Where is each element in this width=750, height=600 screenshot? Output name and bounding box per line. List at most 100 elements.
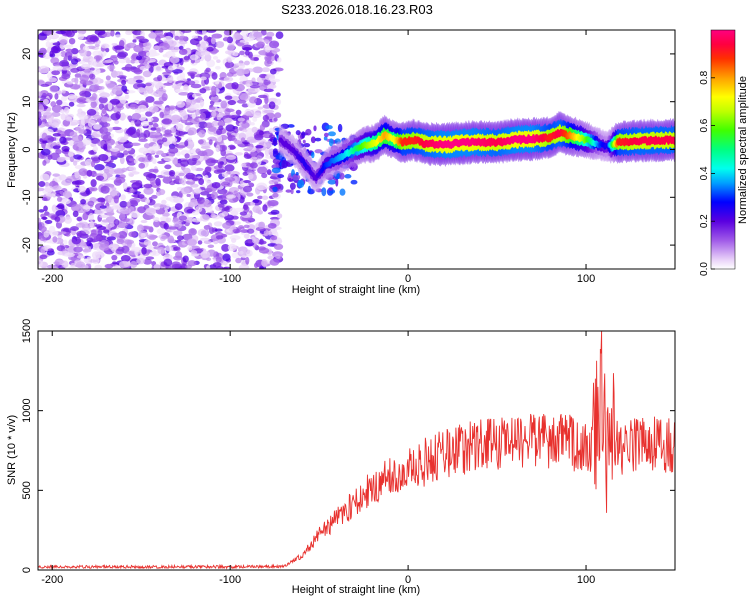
noise-speck: [74, 171, 80, 179]
noise-speck: [89, 220, 95, 228]
noise-speck: [79, 90, 90, 97]
noise-speck: [247, 239, 252, 244]
noise-speck: [149, 177, 156, 185]
noise-speck: [218, 125, 224, 131]
noise-speck: [76, 97, 87, 104]
snr-y-tick-label: 0: [21, 567, 33, 573]
noise-speck: [136, 128, 141, 137]
noise-speck: [65, 48, 73, 53]
noise-speck: [119, 260, 130, 268]
noise-speck: [110, 30, 115, 37]
noise-speck: [164, 164, 172, 170]
noise-speck: [98, 153, 109, 162]
noise-speck: [290, 188, 294, 195]
noise-speck: [178, 172, 185, 177]
noise-speck: [158, 42, 170, 51]
noise-speck: [183, 55, 190, 61]
noise-speck: [143, 258, 152, 265]
noise-speck: [79, 49, 88, 57]
noise-speck: [103, 143, 108, 151]
noise-speck: [271, 142, 278, 146]
noise-speck: [119, 156, 125, 165]
noise-speck: [264, 96, 269, 105]
noise-speck: [224, 177, 236, 182]
noise-speck: [220, 100, 228, 109]
noise-speck: [206, 46, 214, 52]
noise-speck: [272, 186, 278, 193]
noise-speck: [149, 214, 155, 219]
noise-speck: [123, 239, 135, 245]
noise-speck: [96, 63, 105, 68]
noise-speck: [69, 131, 78, 138]
noise-speck: [203, 200, 212, 208]
noise-speck: [240, 137, 246, 143]
noise-speck: [174, 88, 184, 93]
noise-speck: [68, 266, 78, 269]
noise-speck: [185, 172, 196, 180]
noise-speck: [145, 111, 153, 117]
noise-speck: [344, 174, 352, 179]
noise-speck: [163, 107, 171, 116]
noise-speck: [269, 40, 280, 49]
noise-speck: [47, 137, 59, 141]
noise-speck: [263, 140, 274, 148]
noise-speck: [145, 256, 155, 260]
noise-speck: [114, 119, 119, 125]
noise-speck: [48, 117, 53, 126]
noise-speck: [190, 183, 199, 188]
noise-speck: [110, 54, 118, 59]
noise-speck: [61, 73, 71, 80]
noise-speck: [138, 147, 149, 154]
noise-speck: [275, 31, 284, 40]
noise-speck: [305, 128, 312, 136]
noise-speck: [259, 123, 266, 131]
snr-frame: [37, 330, 676, 571]
spectrogram-y-label: Frequency (Hz): [6, 112, 18, 188]
noise-speck: [211, 120, 219, 127]
noise-speck: [205, 166, 212, 172]
spectrogram-x-label: Height of straight line (km): [292, 284, 420, 296]
noise-speck: [104, 263, 114, 269]
noise-speck: [204, 53, 212, 62]
noise-speck: [231, 175, 241, 184]
noise-speck: [210, 191, 219, 200]
noise-speck: [167, 65, 176, 71]
noise-speck: [222, 222, 231, 229]
noise-speck: [148, 62, 159, 66]
noise-speck: [90, 179, 97, 187]
noise-speck: [126, 201, 132, 208]
noise-speck: [76, 103, 86, 108]
spectral-ridge: [278, 111, 675, 193]
noise-speck: [243, 224, 250, 229]
noise-speck: [107, 102, 113, 111]
colorbar-ticks: 0.0 0.2 0.4 0.6 0.8: [699, 70, 715, 276]
noise-speck: [152, 249, 157, 256]
noise-speck: [82, 138, 92, 146]
noise-speck: [71, 48, 79, 55]
noise-speck: [110, 112, 121, 121]
noise-speck: [251, 126, 258, 133]
noise-speck: [211, 72, 218, 80]
noise-speck: [205, 158, 216, 167]
noise-speck: [140, 232, 146, 238]
noise-speck: [157, 246, 165, 255]
noise-speck: [173, 230, 183, 236]
noise-speck: [52, 185, 62, 191]
noise-speck: [121, 85, 128, 93]
noise-speck: [162, 212, 170, 217]
noise-speck: [137, 87, 146, 93]
noise-speck: [187, 238, 197, 246]
noise-speck: [223, 76, 234, 82]
noise-speck: [222, 37, 230, 42]
noise-speck: [246, 146, 254, 150]
noise-speck: [105, 75, 111, 81]
noise-speck: [258, 240, 267, 245]
noise-speck: [256, 41, 265, 48]
noise-speck: [133, 75, 143, 80]
noise-speck: [119, 200, 128, 208]
noise-speck: [43, 53, 52, 60]
noise-speck: [235, 257, 242, 264]
noise-speck: [112, 261, 117, 265]
noise-speck: [213, 221, 223, 227]
noise-speck: [85, 187, 90, 195]
